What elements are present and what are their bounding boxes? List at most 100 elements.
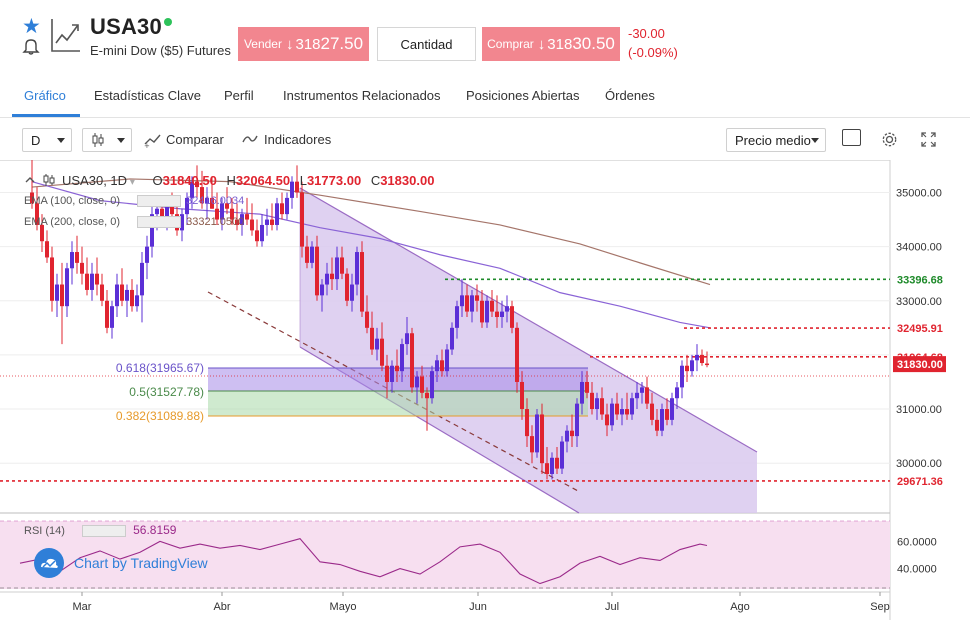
indicators-icon[interactable] bbox=[242, 134, 258, 144]
horizontal-levels bbox=[0, 278, 890, 482]
close-value: 31830.00 bbox=[380, 173, 435, 188]
candle-body bbox=[390, 365, 394, 382]
price-label-box bbox=[893, 320, 946, 337]
candle-body bbox=[690, 360, 694, 372]
tab-perfil[interactable]: Perfil bbox=[224, 88, 254, 103]
ema200-value: 33321.0500 bbox=[186, 216, 245, 228]
x-tick-label: Ago bbox=[730, 601, 750, 613]
chart-type-select[interactable] bbox=[82, 128, 132, 152]
y-tick-label: 33000.00 bbox=[896, 296, 942, 308]
candle-body bbox=[240, 214, 244, 225]
candle-body bbox=[535, 414, 539, 453]
rsi-controls[interactable] bbox=[82, 525, 127, 538]
candle-body bbox=[420, 376, 424, 393]
watermark-text: Chart by TradingView bbox=[74, 555, 208, 571]
candle-body bbox=[565, 430, 569, 442]
candle-body bbox=[315, 246, 319, 296]
favorite-star-icon[interactable]: ★ bbox=[22, 15, 41, 38]
candle-body bbox=[85, 273, 89, 290]
candle-body bbox=[115, 284, 119, 307]
chart-trend-icon bbox=[51, 19, 80, 52]
x-tick-label: Jun bbox=[469, 601, 487, 613]
candle-body bbox=[205, 197, 209, 204]
candle-body bbox=[75, 252, 79, 263]
indicators-button[interactable]: Indicadores bbox=[264, 132, 332, 147]
quantity-button[interactable]: Cantidad bbox=[377, 27, 476, 61]
ema200-controls[interactable] bbox=[137, 216, 182, 229]
compare-button[interactable]: Comparar bbox=[166, 132, 224, 147]
candle-body bbox=[700, 354, 704, 364]
candle-body bbox=[540, 414, 544, 464]
tab-posiciones-abiertas[interactable]: Posiciones Abiertas bbox=[466, 88, 580, 103]
price-change: -30.00 (-0.09%) bbox=[628, 24, 678, 62]
candle-body bbox=[525, 409, 529, 437]
candle-body bbox=[550, 457, 554, 475]
tab-grafico[interactable]: Gráfico bbox=[24, 88, 66, 103]
candle-body bbox=[410, 333, 414, 388]
compare-icon[interactable]: + bbox=[144, 132, 162, 148]
candle-body bbox=[330, 273, 334, 280]
tab-ordenes[interactable]: Órdenes bbox=[605, 88, 655, 103]
y-tick-label: 31000.00 bbox=[896, 404, 942, 416]
candle-body bbox=[295, 181, 299, 193]
candle-body bbox=[135, 295, 139, 307]
candle-body bbox=[370, 327, 374, 350]
fib-500-label: 0.5(31527.78) bbox=[129, 385, 204, 399]
channel-upper-line bbox=[299, 187, 758, 453]
ema100-value: 32416.0034 bbox=[186, 195, 245, 207]
candle-body bbox=[285, 197, 289, 215]
x-tick-label: Mayo bbox=[330, 601, 357, 613]
candle-body bbox=[230, 208, 234, 220]
sell-label: Vender bbox=[243, 37, 282, 51]
tab-estadisticas-clave[interactable]: Estadísticas Clave bbox=[94, 88, 201, 103]
settings-gear-icon[interactable] bbox=[881, 131, 898, 148]
alert-bell-icon[interactable] bbox=[22, 37, 40, 55]
candle-body bbox=[200, 187, 204, 204]
open-label: O bbox=[152, 173, 163, 188]
candle-body bbox=[50, 257, 54, 301]
tradingview-cloud-icon bbox=[34, 548, 64, 578]
chevron-down-icon bbox=[117, 138, 125, 143]
candle-body bbox=[480, 300, 484, 323]
candle-body bbox=[290, 181, 294, 198]
candle-body bbox=[395, 365, 399, 372]
candle-body bbox=[305, 246, 309, 263]
candle-body bbox=[640, 387, 644, 393]
candle-body bbox=[170, 203, 174, 215]
open-value: 31840.50 bbox=[162, 173, 217, 188]
sell-arrow: ↓ bbox=[285, 35, 294, 53]
candle-body bbox=[380, 338, 384, 366]
ema100-controls[interactable] bbox=[137, 195, 182, 208]
candle-body bbox=[190, 181, 194, 198]
candle-body bbox=[65, 268, 69, 307]
candle-body bbox=[650, 403, 654, 420]
candle-body bbox=[320, 284, 324, 296]
candle-body bbox=[570, 430, 574, 437]
candle-body bbox=[515, 327, 519, 382]
tab-bar: Gráfico Estadísticas Clave Perfil Instru… bbox=[0, 78, 970, 118]
fullscreen-icon[interactable] bbox=[921, 132, 936, 147]
checkbox-toggle[interactable] bbox=[842, 129, 861, 146]
collapse-icon[interactable] bbox=[24, 174, 36, 186]
ema100-legend: EMA (100, close, 0) 32416.0034 bbox=[24, 195, 245, 208]
candle-body bbox=[125, 289, 129, 301]
rsi-value: 56.8159 bbox=[133, 523, 177, 537]
svg-text:+: + bbox=[144, 142, 150, 148]
price-chart[interactable]: 0.618(31965.67) 0.5(31527.78) 0.382(3108… bbox=[0, 160, 970, 620]
candle-body bbox=[435, 360, 439, 372]
candle-body bbox=[310, 246, 314, 263]
symbol-title: USA30 bbox=[90, 14, 162, 39]
tab-instrumentos-relacionados[interactable]: Instrumentos Relacionados bbox=[283, 88, 441, 103]
candle-body bbox=[40, 224, 44, 242]
buy-button[interactable]: Comprar ↓ 318 30.50 bbox=[482, 27, 620, 61]
change-percent: (-0.09%) bbox=[628, 45, 678, 60]
candle-body bbox=[100, 284, 104, 301]
price-type-select[interactable]: Precio medio bbox=[726, 128, 826, 152]
candle-body bbox=[450, 327, 454, 350]
sell-button[interactable]: Vender ↓ 318 27.50 bbox=[238, 27, 369, 61]
candle-body bbox=[455, 306, 459, 328]
candle-body bbox=[430, 371, 434, 399]
candle-body bbox=[80, 262, 84, 274]
interval-select[interactable]: D bbox=[22, 128, 72, 152]
tradingview-watermark[interactable]: Chart by TradingView bbox=[34, 548, 208, 578]
